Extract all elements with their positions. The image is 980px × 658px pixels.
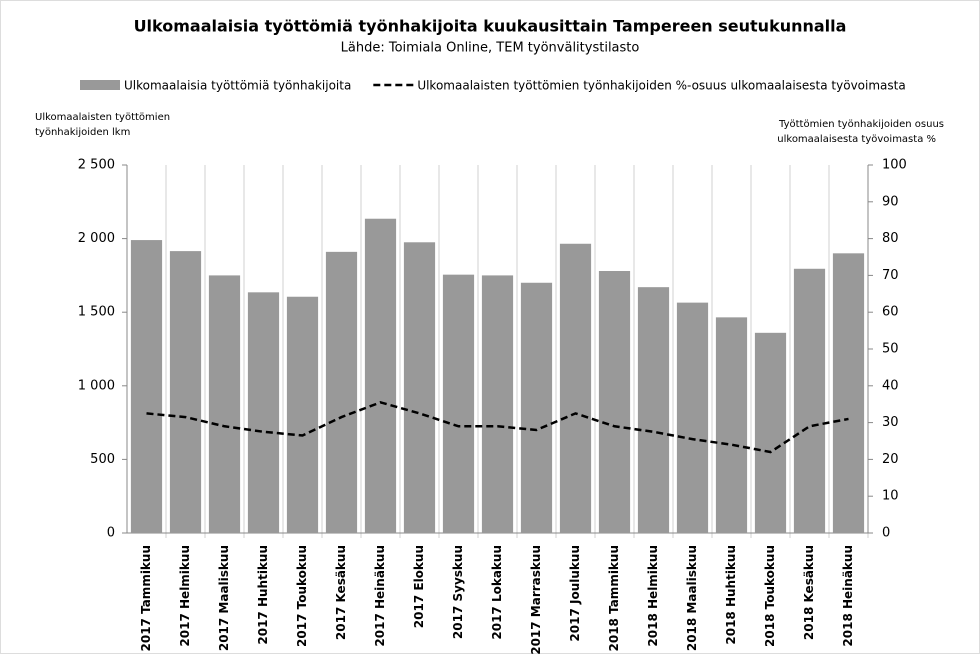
bar <box>364 218 397 533</box>
y2-tick-label: 40 <box>882 378 899 393</box>
y2-axis-label: ulkomaalaisesta työvoimasta % <box>777 134 936 145</box>
x-tick-label: 2017 Kesäkuu <box>334 545 348 640</box>
x-tick-label: 2017 Tammikuu <box>139 545 153 652</box>
y2-tick-label: 0 <box>882 526 890 541</box>
legend-label: Ulkomaalaisten työttömien työnhakijoiden… <box>417 79 905 93</box>
y2-tick-label: 60 <box>882 305 899 320</box>
x-tick-label: 2017 Huhtikuu <box>256 545 270 645</box>
bar <box>286 296 319 533</box>
bar <box>520 282 553 533</box>
y-tick-label: 1 500 <box>78 305 115 320</box>
legend-label: Ulkomaalaisia työttömiä työnhakijoita <box>124 79 351 93</box>
x-tick-label: 2017 Toukokuu <box>295 545 309 647</box>
y-tick-label: 2 500 <box>78 158 115 173</box>
bar <box>793 268 826 533</box>
x-tick-label: 2017 Joulukuu <box>568 545 582 642</box>
bar <box>325 251 358 533</box>
x-tick-label: 2017 Helmikuu <box>178 545 192 647</box>
bar <box>559 243 592 533</box>
y2-tick-label: 80 <box>882 231 899 246</box>
bar <box>208 275 241 533</box>
chart-title: Ulkomaalaisia työttömiä työnhakijoita ku… <box>134 17 847 36</box>
bar <box>598 270 631 533</box>
bar <box>715 317 748 533</box>
bar <box>637 287 670 533</box>
x-tick-label: 2018 Maaliskuu <box>685 545 699 651</box>
y2-tick-label: 20 <box>882 452 899 467</box>
x-tick-label: 2017 Maaliskuu <box>217 545 231 651</box>
y-axis-label: Ulkomaalaisten työttömien <box>35 112 170 123</box>
bar <box>169 251 202 533</box>
y-tick-label: 500 <box>90 452 115 467</box>
y-axis-label: työnhakijoiden lkm <box>35 127 130 138</box>
bar <box>130 240 163 533</box>
x-tick-label: 2017 Elokuu <box>412 545 426 628</box>
x-tick-label: 2018 Helmikuu <box>646 545 660 647</box>
chart-subtitle: Lähde: Toimiala Online, TEM työnvälityst… <box>341 41 640 56</box>
x-tick-label: 2017 Marraskuu <box>529 545 543 654</box>
x-tick-label: 2017 Heinäkuu <box>373 545 387 647</box>
y2-tick-label: 10 <box>882 489 899 504</box>
x-tick-label: 2018 Kesäkuu <box>802 545 816 640</box>
y2-tick-label: 50 <box>882 342 899 357</box>
y-tick-label: 0 <box>107 526 115 541</box>
bar <box>247 292 280 533</box>
x-tick-label: 2018 Toukokuu <box>763 545 777 647</box>
x-tick-label: 2018 Heinäkuu <box>841 545 855 647</box>
y2-tick-label: 90 <box>882 194 899 209</box>
legend-swatch <box>80 80 120 90</box>
y-tick-label: 2 000 <box>78 231 115 246</box>
y2-axis-label: Työttömien työnhakijoiden osuus <box>778 119 944 130</box>
y2-tick-label: 30 <box>882 415 899 430</box>
x-tick-label: 2017 Syyskuu <box>451 545 465 639</box>
bar <box>832 253 865 533</box>
x-tick-label: 2018 Tammikuu <box>607 545 621 652</box>
line <box>146 401 849 454</box>
bar <box>481 275 514 533</box>
y2-tick-label: 70 <box>882 268 899 283</box>
y2-tick-label: 100 <box>882 158 907 173</box>
bar <box>442 274 475 533</box>
bar <box>754 332 787 533</box>
x-tick-label: 2017 Lokakuu <box>490 545 504 640</box>
bar <box>403 242 436 533</box>
y-tick-label: 1 000 <box>78 378 115 393</box>
bar <box>676 302 709 533</box>
x-tick-label: 2018 Huhtikuu <box>724 545 738 645</box>
